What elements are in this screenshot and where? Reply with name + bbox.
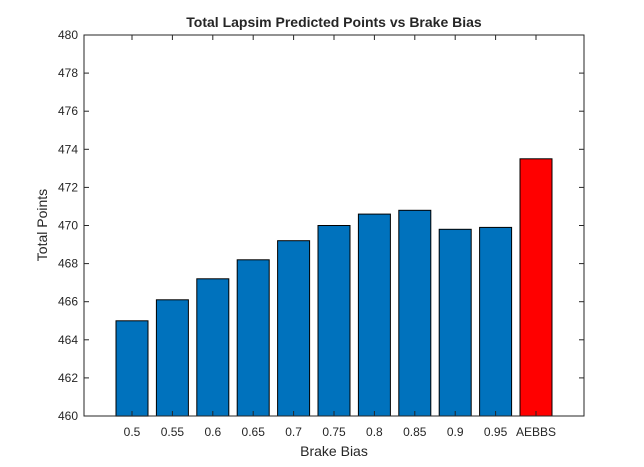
y-tick-label: 472 — [58, 180, 78, 194]
bar-0-85 — [398, 209, 432, 417]
x-tick-label: 0.7 — [285, 425, 302, 439]
y-tick-label: 474 — [58, 142, 78, 156]
bar-0-5 — [115, 320, 149, 417]
y-tick-label: 462 — [58, 371, 78, 385]
bar-0-65 — [236, 259, 270, 417]
bar-0-6 — [196, 278, 230, 417]
y-tick-label: 466 — [58, 295, 78, 309]
y-tick-label: 480 — [58, 28, 78, 42]
y-tick-label: 464 — [58, 333, 78, 347]
x-tick-label: 0.55 — [161, 425, 185, 439]
y-tick-label: 478 — [58, 66, 78, 80]
y-axis-ticks: 460 462 464 466 468 470 472 474 476 478 480 — [58, 28, 584, 423]
x-tick-label: 0.85 — [403, 425, 427, 439]
bar-0-8 — [357, 213, 391, 417]
bar-0-95 — [479, 226, 513, 417]
y-tick-label: 460 — [58, 409, 78, 423]
x-tick-label: 0.5 — [124, 425, 141, 439]
plot-frame — [83, 34, 585, 417]
bar-0-9 — [438, 228, 472, 417]
chart-title: Total Lapsim Predicted Points vs Brake B… — [186, 14, 482, 30]
x-tick-label: 0.9 — [447, 425, 464, 439]
bar-0-7 — [277, 240, 311, 417]
x-tick-label: 0.6 — [204, 425, 221, 439]
y-tick-label: 476 — [58, 104, 78, 118]
bar-0-75 — [317, 225, 351, 417]
x-axis-label: Brake Bias — [300, 443, 368, 459]
x-tick-label: 0.75 — [322, 425, 346, 439]
bar-0-55 — [155, 299, 189, 417]
x-tick-label: 0.8 — [366, 425, 383, 439]
x-axis-ticks: 0.5 0.55 0.6 0.65 0.7 0.75 0.8 0.85 0.9 0.95 AEBBS — [124, 35, 556, 439]
bar-group — [115, 158, 553, 417]
bar-aebbs — [519, 158, 553, 417]
x-tick-label: AEBBS — [516, 425, 556, 439]
y-axis-label: Total Points — [34, 189, 50, 261]
y-tick-label: 470 — [58, 219, 78, 233]
x-tick-label: 0.95 — [484, 425, 508, 439]
x-tick-label: 0.65 — [242, 425, 266, 439]
y-tick-label: 468 — [58, 257, 78, 271]
